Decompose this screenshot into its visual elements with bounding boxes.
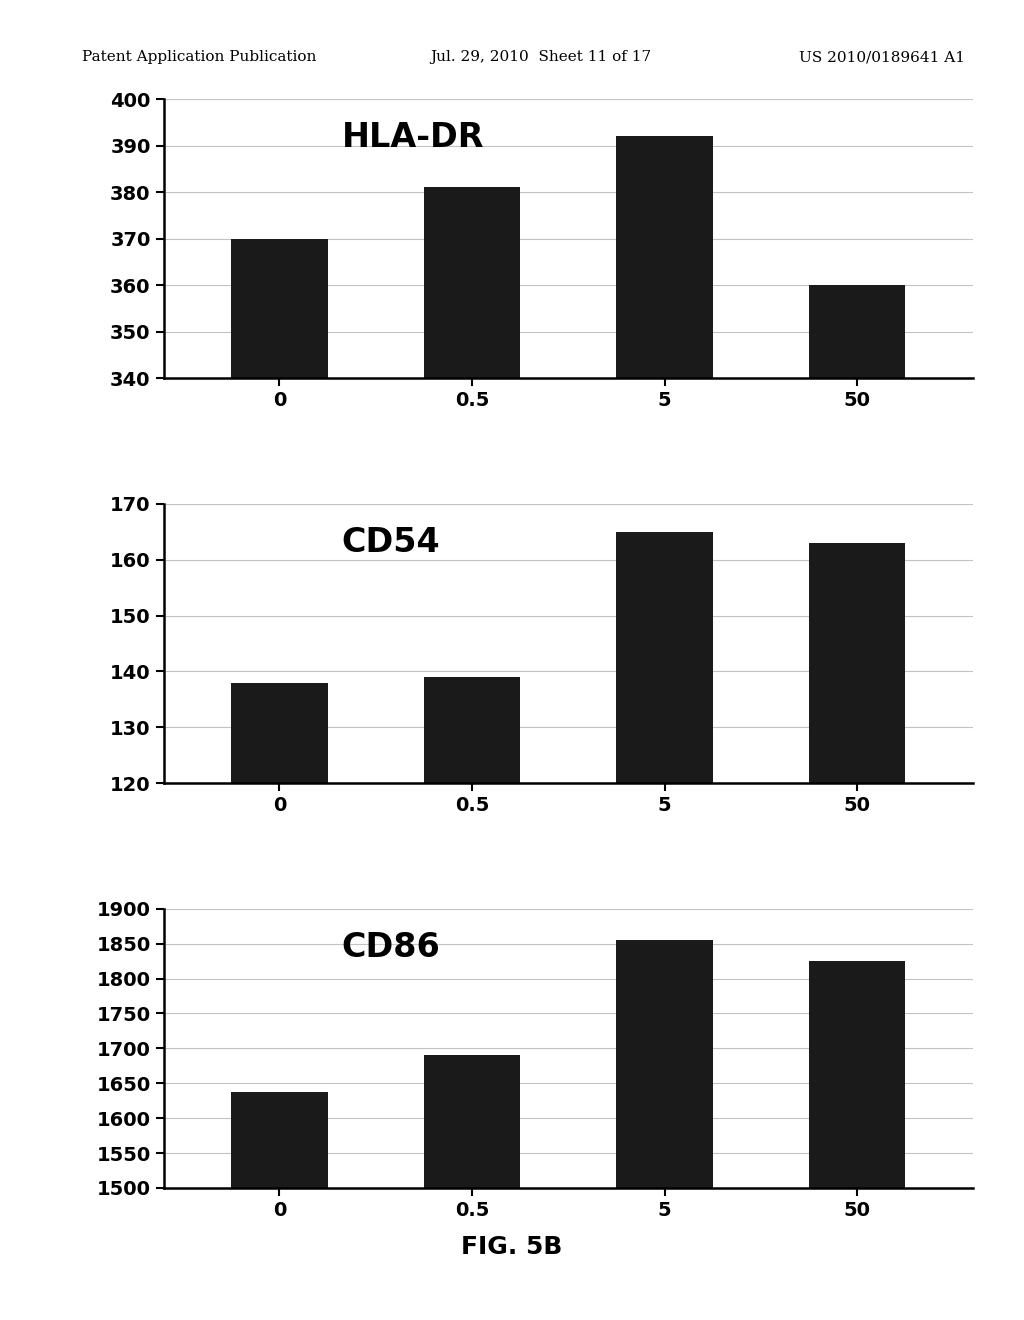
Bar — [424, 677, 520, 783]
Text: CD86: CD86 — [342, 931, 440, 964]
Text: US 2010/0189641 A1: US 2010/0189641 A1 — [799, 50, 965, 65]
Bar — [809, 961, 905, 1188]
Bar — [616, 136, 713, 379]
Bar — [424, 187, 520, 379]
Bar — [231, 682, 328, 783]
Text: FIG. 5B: FIG. 5B — [462, 1236, 562, 1259]
Text: Patent Application Publication: Patent Application Publication — [82, 50, 316, 65]
Bar — [616, 532, 713, 783]
Bar — [616, 940, 713, 1188]
Text: CD54: CD54 — [342, 527, 440, 560]
Bar — [809, 543, 905, 783]
Text: HLA-DR: HLA-DR — [342, 121, 484, 154]
Bar — [424, 1056, 520, 1188]
Bar — [809, 285, 905, 379]
Text: Jul. 29, 2010  Sheet 11 of 17: Jul. 29, 2010 Sheet 11 of 17 — [430, 50, 651, 65]
Bar — [231, 1092, 328, 1188]
Bar — [231, 239, 328, 379]
